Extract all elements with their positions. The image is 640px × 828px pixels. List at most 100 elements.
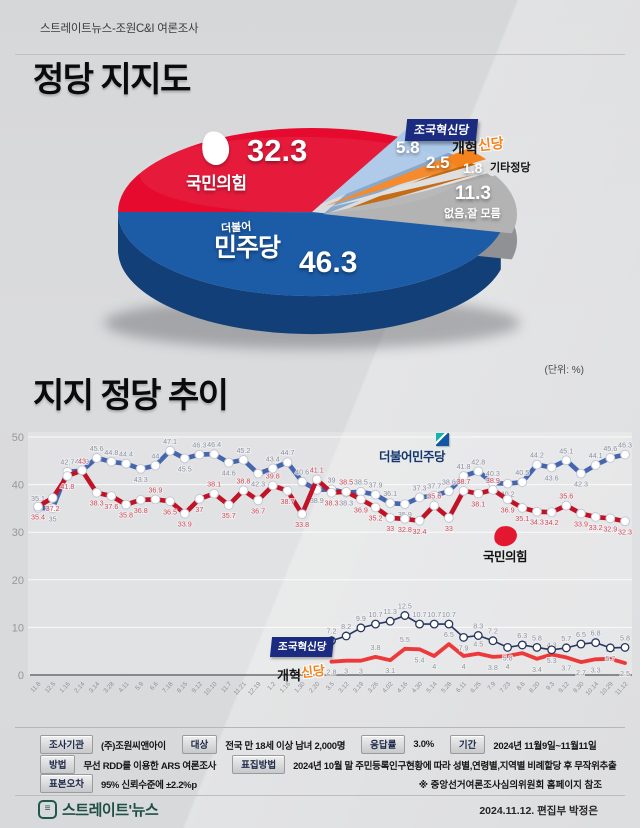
data-label-ppp: 35.1: [515, 514, 529, 523]
data-point-ppp: [341, 486, 352, 497]
data-label-ppp: 38.7: [280, 497, 294, 506]
data-label-rkp: 8.3: [473, 621, 483, 630]
dp-logo-icon: [436, 433, 449, 446]
data-point-ppp: [135, 494, 146, 505]
data-point-dp: [546, 462, 557, 473]
data-label-dp: 37.7: [427, 482, 441, 491]
legend-rp: 개혁신당: [277, 663, 326, 684]
data-point-ppp: [326, 487, 337, 498]
data-point-ppp: [282, 485, 293, 496]
data-label-dp: 44.4: [119, 450, 133, 459]
data-label-ppp: 36.9: [148, 485, 162, 494]
data-label-dp: 38.9: [310, 496, 324, 505]
ppp-name-label: 국민의힘: [186, 174, 247, 193]
x-tick-label: 9.12: [557, 680, 571, 694]
data-point-ppp: [47, 493, 58, 503]
data-point-ppp: [502, 494, 513, 505]
data-label-rp: 2.8: [327, 668, 337, 677]
reference-note: ※ 중앙선거여론조사심의위원회 홈페이지 참조: [418, 779, 602, 791]
data-label-rp: 3.1: [385, 666, 395, 675]
data-point-dp: [458, 471, 469, 481]
data-label-rkp: 7.2: [488, 627, 498, 636]
data-label-ppp: 33.2: [589, 523, 603, 532]
pie-section-title: 정당 지지도: [33, 61, 191, 99]
info-value: 무선 RDD를 이용한 ARS 여론조사: [83, 760, 217, 772]
data-label-ppp: 37.2: [46, 504, 60, 513]
data-point-dp: [47, 503, 58, 514]
data-label-rp: 5.5: [400, 635, 410, 644]
divider-top: [15, 54, 625, 55]
data-label-dp: 42.3: [251, 480, 265, 489]
data-point-dp: [179, 453, 190, 464]
data-label-rkp: 5.7: [561, 634, 571, 643]
legend-dp: 더불어민주당: [379, 450, 446, 464]
brand-name: 스트레이트'뉴스: [62, 802, 159, 819]
data-label-rkp: 7.2: [327, 627, 337, 636]
data-point-rkp: [503, 642, 513, 652]
data-label-dp: 42.3: [574, 480, 588, 489]
data-label-ppp: 32.9: [603, 524, 617, 533]
rp-logo-orange: 신당: [476, 134, 505, 154]
y-axis-label: 30: [12, 527, 24, 539]
series-rp-line: [329, 642, 627, 665]
x-tick-label: 1.16: [58, 680, 72, 694]
data-point-dp: [414, 492, 425, 503]
data-point-rkp: [415, 619, 424, 629]
data-label-dp: 35.1: [31, 494, 45, 503]
data-label-dp: 44.6: [222, 469, 236, 478]
data-label-dp: 45.1: [559, 446, 573, 455]
data-label-rkp: 6.5: [576, 630, 586, 639]
data-point-rkp: [605, 643, 615, 653]
data-label-ppp: 33.8: [295, 520, 309, 529]
data-point-dp: [620, 449, 630, 460]
x-tick-label: 8.20: [528, 680, 542, 694]
data-label-rp: 3.4: [532, 665, 542, 674]
data-label-rp: 4: [506, 662, 510, 671]
data-label-ppp: 34.2: [545, 518, 559, 527]
x-tick-label: 7.18: [161, 680, 175, 694]
data-label-rp: 4.3: [547, 641, 557, 650]
survey-info-row: 조사기관 (주)조원씨앤아이 대상 전국 만 18세 이상 남녀 2,000명 …: [40, 735, 606, 754]
source-line: 스트레이트뉴스-조원C&I 여론조사: [40, 23, 199, 35]
data-label-ppp: 32.4: [413, 527, 427, 536]
data-label-dp: 46.3: [618, 441, 632, 450]
x-tick-label: 3.19: [352, 680, 366, 694]
data-label-rp: 4.5: [473, 640, 483, 649]
data-point-rkp: [429, 619, 439, 629]
data-label-dp: 45.2: [236, 446, 250, 455]
data-label-ppp: 41.1: [310, 465, 324, 474]
data-point-rkp: [547, 645, 557, 655]
none-name-label: 없음,잘 모름: [444, 208, 501, 220]
data-label-ppp: 34.3: [530, 518, 544, 527]
data-label-dp: 42.9: [75, 457, 89, 466]
data-label-dp: 47.1: [163, 437, 177, 446]
data-point-ppp: [179, 508, 190, 519]
data-label-dp: 43.3: [134, 475, 148, 484]
x-tick-label: 12.5: [44, 680, 58, 694]
info-value: 2024년 11월9일~11월11일: [493, 740, 597, 752]
data-point-rkp: [488, 636, 498, 646]
x-tick-label: 12.19: [247, 680, 263, 697]
data-point-ppp: [576, 508, 586, 519]
rp-logo-orange: 신당: [300, 662, 326, 681]
data-point-rkp: [459, 632, 469, 642]
x-tick-label: 3.14: [88, 680, 102, 694]
data-label-dp: 40.6: [295, 468, 309, 477]
data-label-dp: 40.3: [486, 469, 500, 478]
data-label-dp: 43.4: [266, 454, 280, 463]
data-point-dp: [282, 457, 293, 468]
data-point-ppp: [532, 506, 542, 517]
x-tick-label: 2.14: [73, 680, 87, 694]
party-support-pie-chart: [104, 128, 520, 349]
pie-slice-rp: [325, 148, 487, 206]
y-axis-label: 0: [18, 670, 24, 682]
data-label-ppp: 35.6: [559, 492, 573, 501]
data-point-ppp: [165, 496, 175, 507]
data-label-ppp: 37: [195, 505, 203, 514]
data-label-dp: 44.2: [530, 451, 544, 460]
data-point-ppp: [238, 485, 249, 496]
x-tick-label: 4.02: [381, 680, 395, 694]
data-point-ppp: [223, 500, 234, 510]
unit-note: (단위: %): [544, 365, 584, 376]
data-point-ppp: [605, 513, 616, 524]
